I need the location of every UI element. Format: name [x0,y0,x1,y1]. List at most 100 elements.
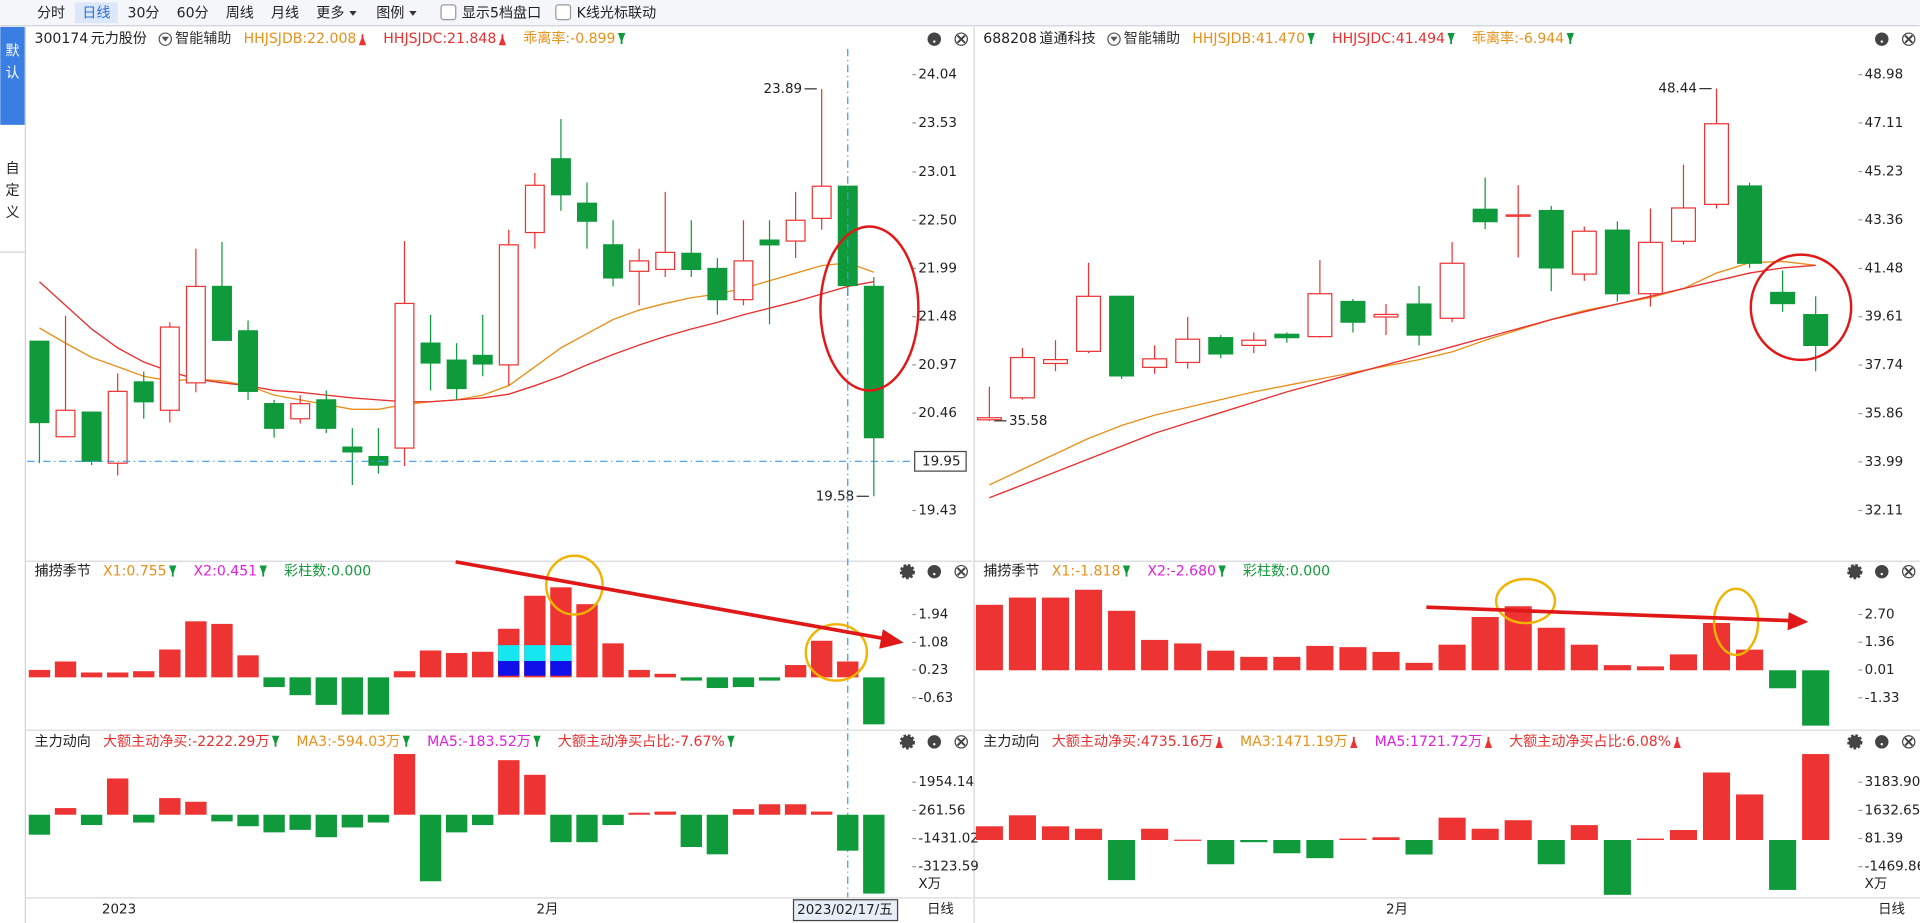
help-dot [1880,40,1883,43]
x-label: 2月 [536,903,558,918]
bar [1603,665,1631,671]
tab[interactable]: 日线 [82,5,110,21]
checkbox[interactable] [555,4,572,21]
bar [1074,589,1103,671]
tab[interactable]: 图例 [376,5,404,21]
bar [732,677,755,688]
bar [341,814,364,828]
bar [393,671,416,678]
bar [550,814,572,843]
help-icon[interactable] [1875,32,1889,46]
y-tick-label: 21.48 [918,310,957,325]
bar [472,651,494,678]
bar [975,826,1003,841]
bar [1438,644,1466,671]
stock-name: 元力股份 [91,31,147,47]
tab[interactable]: 60分 [177,5,209,21]
bar [863,814,885,894]
candle-body [1042,358,1068,365]
candle-body [1604,229,1630,295]
bar [602,814,624,826]
y-tick-label: 39.61 [1865,310,1904,325]
gear-icon[interactable] [899,734,916,750]
bar [315,677,337,705]
bar [628,812,650,815]
help-icon[interactable] [1875,735,1889,749]
indicator: HHJSJDC:41.494 [1332,31,1445,47]
bar [498,760,520,815]
bar [54,661,77,678]
y-tick-label: 32.11 [1865,503,1904,518]
candle-body [211,285,232,341]
sidebar-active[interactable] [0,26,25,125]
stock-code: 300174 [35,31,89,47]
close-cross [956,34,966,44]
help-icon[interactable] [927,32,942,46]
moving-average [989,264,1816,499]
candle-body [1307,293,1333,338]
candle-body [707,267,728,301]
bar [1405,662,1433,671]
indicator: 彩柱数:0.000 [284,564,371,580]
assist-caret [161,36,169,42]
bar [1207,840,1235,865]
bar [1438,817,1466,841]
indicator: HHJSJDB:22.008 [244,31,357,47]
assist-label[interactable]: 智能辅助 [1124,31,1180,47]
indicator: 大额主动净买占比:-7.67% [558,734,725,750]
arrow-head [1787,612,1809,631]
sidebar-tab[interactable]: 自定义 [5,161,19,221]
y-tick-label: 45.23 [1865,165,1904,180]
help-icon[interactable] [927,735,942,749]
tab[interactable]: 30分 [128,5,160,21]
tab[interactable]: 月线 [271,5,299,21]
close-cross [1904,34,1914,44]
y-tick-label: 1.08 [918,635,948,650]
period-button[interactable]: 日线 [927,902,954,918]
bar [576,814,598,843]
checkbox-label[interactable]: 显示5档盘口 [462,4,541,21]
checkbox[interactable] [440,4,457,21]
candle-body [342,446,363,453]
help-icon[interactable] [1875,564,1889,579]
tab[interactable]: 更多 [316,4,344,21]
tab-bg[interactable] [74,2,118,24]
bar [1339,838,1367,841]
bar [133,814,155,823]
sidebar-tab[interactable]: 默认 [5,43,19,81]
bar [758,804,781,815]
bar [211,814,233,822]
bar [445,814,468,833]
bar [1273,656,1301,671]
gear-icon[interactable] [899,564,916,580]
checkbox-label[interactable]: K线光标联动 [577,5,657,21]
color-column-blue [524,661,546,676]
candle-body [1076,295,1102,352]
bar [237,814,259,827]
bar [654,673,676,678]
color-column-cyan [498,645,520,662]
bar [1769,670,1797,689]
bar [1769,840,1797,890]
candle-body [863,285,884,439]
bar [1736,794,1764,841]
tab[interactable]: 分时 [37,5,65,21]
candle-body [1241,339,1267,347]
bar [1339,647,1367,671]
bar [1240,656,1268,671]
red-arrow [455,560,887,641]
gear-icon[interactable] [1847,734,1863,750]
candle-body [524,184,545,234]
indicator: X1:0.755 [103,564,167,580]
candle-body [420,342,441,364]
period-button[interactable]: 日线 [1878,902,1905,918]
candle-body [1009,356,1035,399]
tab[interactable]: 周线 [226,5,254,21]
bar [1802,754,1830,841]
help-icon[interactable] [927,564,942,579]
bar [1008,815,1036,841]
cursor-date-box [792,899,899,922]
gear-icon[interactable] [1847,564,1863,580]
candle-body [976,417,1002,421]
assist-label[interactable]: 智能辅助 [175,31,231,47]
